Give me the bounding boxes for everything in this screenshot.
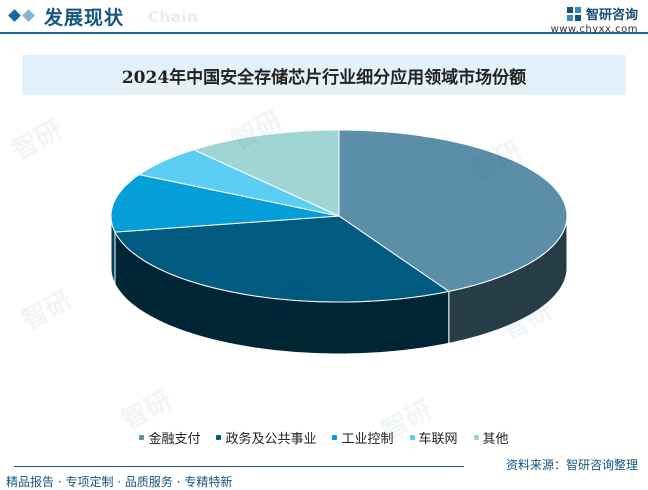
brand-url: www.chyxx.com — [550, 24, 638, 35]
brand-logo-icon — [566, 6, 581, 21]
brand-name: 智研咨询 — [585, 8, 638, 23]
source-note: 资料来源：智研咨询整理 — [505, 458, 638, 472]
footer-divider — [14, 466, 464, 467]
section-header: 发展现状 Chain 智研咨询 www.chyxx.com — [0, 0, 648, 35]
legend-label: 政务及公共事业 — [225, 432, 317, 447]
pie-slice — [114, 215, 451, 303]
chart-title-bar: 2024年中国安全存储芯片行业细分应用领域市场份额 — [22, 55, 626, 95]
pie-slice — [110, 174, 340, 233]
pie-slice — [338, 129, 568, 292]
chart-legend: 金融支付 政务及公共事业 工业控制 车联网 其他 — [0, 428, 648, 447]
legend-swatch — [473, 435, 479, 440]
legend-swatch — [139, 435, 145, 440]
legend-item: 车联网 — [409, 428, 458, 447]
section-title: 发展现状 — [44, 7, 125, 29]
legend-label: 金融支付 — [148, 432, 201, 447]
pie-slice — [192, 129, 340, 217]
legend-item: 其他 — [473, 428, 509, 447]
legend-label: 其他 — [482, 432, 509, 447]
legend-label: 车联网 — [418, 432, 458, 447]
legend-label: 工业控制 — [341, 432, 394, 447]
chart-title: 2024年中国安全存储芯片行业细分应用领域市场份额 — [121, 67, 527, 88]
brand: 智研咨询 www.chyxx.com — [551, 4, 638, 35]
section-subtitle: Chain — [148, 8, 199, 26]
legend-swatch — [409, 435, 415, 440]
legend-item: 工业控制 — [332, 428, 394, 447]
header-divider — [0, 32, 648, 34]
pie-slice — [138, 149, 340, 217]
footer-links: 精品报告 · 专项定制 · 品质服务 · 专精特新 — [6, 475, 233, 489]
legend-swatch — [216, 435, 222, 440]
legend-item: 金融支付 — [139, 428, 200, 447]
legend-swatch — [332, 435, 338, 440]
legend-item: 政务及公共事业 — [216, 428, 316, 447]
